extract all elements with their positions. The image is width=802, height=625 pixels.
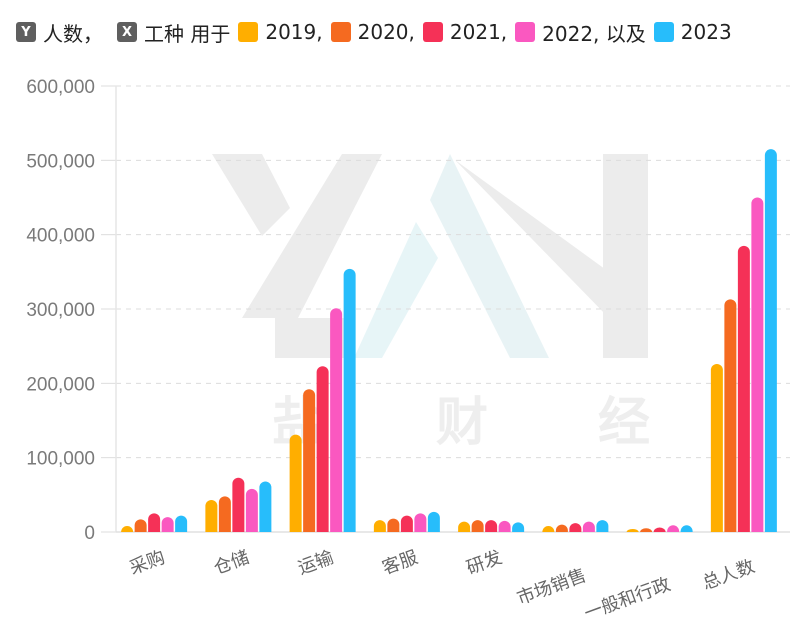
y-axis-badge-icon: Y — [16, 22, 36, 42]
bar-2022[interactable] — [330, 308, 343, 532]
bar-2023[interactable] — [596, 520, 609, 532]
x-tick-label: 研发 — [464, 547, 505, 579]
x-tick-label: 仓储 — [211, 547, 252, 579]
y-tick-label: 500,000 — [26, 151, 95, 172]
bars — [121, 149, 777, 533]
x-tick-label: 一般和行政 — [582, 574, 674, 625]
y-axis: 0 100,000 200,000 300,000 400,000 500,000 600,… — [26, 77, 790, 544]
svg-text:财: 财 — [436, 393, 488, 453]
y-tick-label: 0 — [84, 523, 95, 544]
legend-swatch-1[interactable] — [330, 22, 351, 42]
legend-label-2[interactable]: 2021, — [449, 20, 508, 44]
y-tick-label: 300,000 — [26, 300, 95, 321]
legend-label-0[interactable]: 2019, — [265, 20, 323, 44]
bar-2023[interactable] — [427, 511, 440, 532]
bar-2020[interactable] — [471, 520, 484, 532]
bar-2023[interactable] — [512, 522, 525, 532]
chart-legend: Y 人数， X 工种 用于 2019, 2020, 2021, 2022, 以及 202… — [16, 18, 738, 46]
legend-series-items: 2019, 2020, 2021, 2022, 以及 2023 — [236, 18, 737, 47]
bar-2021[interactable] — [400, 515, 413, 532]
bar-2022[interactable] — [667, 525, 680, 532]
legend-label-4[interactable]: 2023 — [680, 20, 732, 44]
bar-2023[interactable] — [343, 268, 356, 532]
bar-2021[interactable] — [232, 477, 245, 532]
bar-2020[interactable] — [218, 496, 231, 532]
bar-2020[interactable] — [387, 518, 400, 532]
x-tick-label: 运输 — [295, 547, 336, 579]
legend-swatch-4[interactable] — [653, 22, 674, 42]
watermark-logo: 盐 财 经 — [212, 154, 650, 453]
svg-text:经: 经 — [598, 393, 650, 453]
bar-2021[interactable] — [148, 513, 161, 532]
y-tick-label: 200,000 — [26, 374, 95, 395]
bar-2021[interactable] — [569, 523, 582, 532]
x-tick-label: 采购 — [127, 547, 168, 579]
grid-lines — [116, 85, 790, 459]
bar-2021[interactable] — [737, 245, 750, 533]
y-tick-label: 600,000 — [26, 77, 95, 98]
bar-2020[interactable] — [303, 389, 316, 532]
bar-2020[interactable] — [724, 299, 737, 532]
legend-swatch-2[interactable] — [422, 22, 443, 42]
bar-2019[interactable] — [542, 526, 555, 532]
legend-label-3[interactable]: 2022, 以及 — [542, 21, 646, 46]
bar-2021[interactable] — [653, 527, 666, 532]
x-axis-badge-icon: X — [117, 22, 137, 42]
bar-2019[interactable] — [121, 526, 134, 532]
bar-2023[interactable] — [175, 515, 188, 532]
y-axis-legend-label: 人数， — [43, 21, 103, 46]
bar-2021[interactable] — [316, 366, 329, 532]
bar-2019[interactable] — [289, 434, 302, 532]
y-tick-label: 100,000 — [26, 449, 95, 470]
bar-2020[interactable] — [640, 528, 653, 532]
legend-swatch-3[interactable] — [515, 22, 536, 42]
bar-2019[interactable] — [710, 364, 723, 532]
bar-2023[interactable] — [764, 149, 777, 532]
bar-2022[interactable] — [414, 513, 427, 532]
bar-2020[interactable] — [555, 524, 568, 532]
bar-2019[interactable] — [205, 500, 218, 532]
x-tick-label: 总人数 — [700, 556, 758, 594]
legend-label-1[interactable]: 2020, — [357, 20, 415, 44]
bar-2019[interactable] — [373, 520, 386, 532]
bar-2023[interactable] — [680, 525, 693, 532]
bar-2022[interactable] — [245, 488, 258, 532]
bar-2019[interactable] — [458, 521, 471, 532]
bar-2022[interactable] — [582, 521, 595, 532]
bar-2021[interactable] — [485, 520, 498, 532]
bar-2022[interactable] — [751, 197, 764, 533]
x-axis-legend-label: 工种 用于 — [144, 21, 231, 46]
bar-2019[interactable] — [626, 529, 639, 532]
legend-swatch-0[interactable] — [238, 22, 259, 42]
x-tick-label: 市场销售 — [514, 565, 589, 609]
y-tick-label: 400,000 — [26, 226, 95, 247]
x-tick-label: 客服 — [380, 547, 421, 579]
bar-2022[interactable] — [161, 517, 174, 532]
bar-2020[interactable] — [134, 519, 147, 532]
bar-2022[interactable] — [498, 520, 511, 532]
bar-2023[interactable] — [259, 481, 272, 532]
